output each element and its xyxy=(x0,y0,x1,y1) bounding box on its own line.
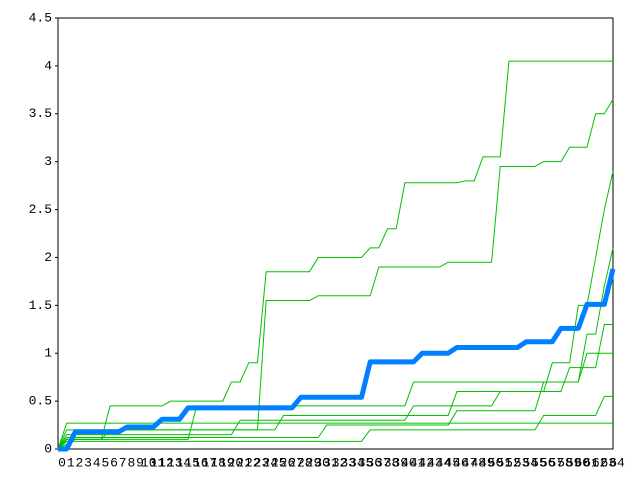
y-tick-label: 0.5 xyxy=(29,394,52,409)
x-tick-label: 0 xyxy=(58,455,66,470)
x-tick-label: 31 xyxy=(323,455,339,470)
x-tick-label: 26 xyxy=(280,455,296,470)
x-tick-label: 2 xyxy=(75,455,83,470)
x-tick-label: 61 xyxy=(583,455,599,470)
x-tick-label: 48 xyxy=(470,455,486,470)
x-tick-label: 34 xyxy=(349,455,365,470)
x-tick-label: 3 xyxy=(84,455,92,470)
x-tick-label: 64 xyxy=(609,455,625,470)
x-tick-label: 15 xyxy=(184,455,200,470)
x-tick-label: 24 xyxy=(262,455,278,470)
x-tick-label: 45 xyxy=(444,455,460,470)
x-tick-label: 16 xyxy=(193,455,209,470)
x-tick-label: 14 xyxy=(176,455,192,470)
y-tick-label: 4.5 xyxy=(29,10,52,25)
x-tick-label: 54 xyxy=(522,455,538,470)
x-tick-label: 62 xyxy=(592,455,608,470)
x-tick-label: 42 xyxy=(418,455,434,470)
y-tick-label: 2.5 xyxy=(29,202,52,217)
x-tick-label: 51 xyxy=(496,455,512,470)
x-tick-label: 40 xyxy=(401,455,417,470)
x-tick-label: 1 xyxy=(67,455,75,470)
x-tick-label: 46 xyxy=(453,455,469,470)
x-tick-label: 44 xyxy=(436,455,452,470)
y-tick-label: 0 xyxy=(44,441,52,456)
x-tick-label: 63 xyxy=(601,455,617,470)
x-tick-label: 55 xyxy=(531,455,547,470)
x-tick-label: 59 xyxy=(566,455,582,470)
y-tick-label: 3 xyxy=(44,154,52,169)
x-tick-label: 11 xyxy=(150,455,166,470)
x-tick-label: 57 xyxy=(548,455,564,470)
x-tick-label: 39 xyxy=(392,455,408,470)
x-tick-label: 6 xyxy=(110,455,118,470)
x-tick-label: 47 xyxy=(462,455,478,470)
x-tick-label: 38 xyxy=(384,455,400,470)
x-tick-label: 25 xyxy=(271,455,287,470)
series-line xyxy=(57,247,614,450)
x-tick-label: 41 xyxy=(410,455,426,470)
x-tick-label: 9 xyxy=(136,455,144,470)
x-tick-label: 49 xyxy=(479,455,495,470)
x-tick-label: 17 xyxy=(202,455,218,470)
y-tick-label: 1 xyxy=(44,346,52,361)
x-tick-label: 35 xyxy=(358,455,374,470)
series-line xyxy=(57,60,613,450)
x-tick-label: 30 xyxy=(314,455,330,470)
x-tick-label: 52 xyxy=(505,455,521,470)
series-line xyxy=(57,395,613,450)
x-tick-label: 58 xyxy=(557,455,573,470)
x-tick-label: 22 xyxy=(245,455,261,470)
x-tick-label: 33 xyxy=(340,455,356,470)
series-line xyxy=(57,352,613,450)
x-tick-label: 50 xyxy=(488,455,504,470)
series-line xyxy=(57,422,613,450)
x-tick-label: 28 xyxy=(297,455,313,470)
x-tick-label: 19 xyxy=(219,455,235,470)
x-tick-label: 8 xyxy=(127,455,135,470)
x-tick-label: 32 xyxy=(332,455,348,470)
x-tick-label: 60 xyxy=(575,455,591,470)
x-tick-label: 43 xyxy=(427,455,443,470)
plot-frame xyxy=(57,17,614,450)
x-tick-label: 7 xyxy=(119,455,127,470)
x-tick-label: 29 xyxy=(306,455,322,470)
x-tick-label: 20 xyxy=(228,455,244,470)
series-line xyxy=(58,268,616,452)
x-tick-label: 12 xyxy=(158,455,174,470)
x-tick-label: 21 xyxy=(236,455,252,470)
y-tick-label: 2 xyxy=(44,250,52,265)
x-tick-label: 53 xyxy=(514,455,530,470)
series-line xyxy=(57,323,613,450)
y-tick-label: 4 xyxy=(44,58,52,73)
series-line xyxy=(57,171,614,450)
x-tick-label: 36 xyxy=(366,455,382,470)
x-tick-label: 37 xyxy=(375,455,391,470)
x-tick-label: 5 xyxy=(101,455,109,470)
x-tick-label: 18 xyxy=(210,455,226,470)
x-tick-label: 56 xyxy=(540,455,556,470)
x-tick-label: 13 xyxy=(167,455,183,470)
y-tick-label: 3.5 xyxy=(29,106,52,121)
x-tick-label: 23 xyxy=(254,455,270,470)
x-tick-label: 10 xyxy=(141,455,157,470)
x-tick-label: 27 xyxy=(288,455,304,470)
y-tick-label: 1.5 xyxy=(29,298,52,313)
x-tick-label: 4 xyxy=(93,455,101,470)
